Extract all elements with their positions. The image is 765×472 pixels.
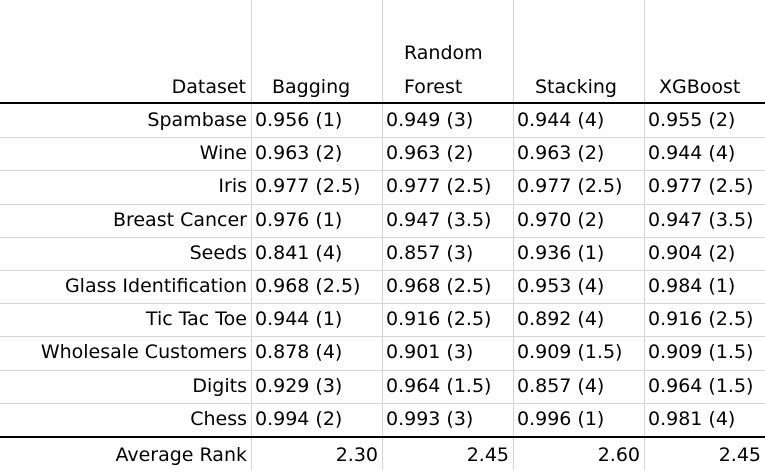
header-bagging: Bagging (272, 76, 351, 98)
column-divider (644, 0, 645, 470)
row-divider (0, 370, 765, 371)
cell-stacking: 0.892 (4) (517, 308, 605, 331)
cell-random-forest: 0.963 (2) (386, 142, 474, 165)
cell-stacking: 0.963 (2) (517, 142, 605, 165)
cell-bagging: 0.929 (3) (255, 374, 343, 397)
cell-bagging: 0.963 (2) (255, 142, 343, 165)
cell-dataset: Breast Cancer (112, 208, 247, 231)
cell-dataset: Wholesale Customers (40, 341, 247, 364)
cell-dataset: Chess (190, 407, 247, 430)
cell-xgboost: 0.977 (2.5) (648, 175, 754, 198)
cell-stacking: 0.970 (2) (517, 208, 605, 231)
cell-random-forest: 0.993 (3) (386, 407, 474, 430)
footer-stacking: 2.60 (597, 444, 640, 466)
cell-dataset: Digits (192, 374, 247, 397)
cell-random-forest: 0.947 (3.5) (386, 208, 492, 231)
column-divider (513, 0, 514, 470)
cell-bagging: 0.956 (1) (255, 109, 343, 131)
cell-bagging: 0.968 (2.5) (255, 275, 361, 297)
cell-xgboost: 0.944 (4) (648, 142, 736, 165)
cell-stacking: 0.977 (2.5) (517, 175, 623, 198)
cell-xgboost: 0.916 (2.5) (648, 308, 754, 331)
row-divider (0, 303, 765, 304)
cell-random-forest: 0.977 (2.5) (386, 175, 492, 198)
header-stacking: Stacking (535, 76, 617, 98)
cell-random-forest: 0.968 (2.5) (386, 275, 492, 297)
cell-bagging: 0.878 (4) (255, 341, 343, 364)
row-divider (0, 137, 765, 138)
cell-random-forest: 0.964 (1.5) (386, 374, 492, 397)
row-divider (0, 204, 765, 205)
cell-xgboost: 0.947 (3.5) (648, 208, 754, 231)
cell-random-forest: 0.857 (3) (386, 241, 474, 264)
cell-stacking: 0.996 (1) (517, 407, 605, 430)
cell-bagging: 0.976 (1) (255, 208, 343, 231)
cell-dataset: Wine (199, 142, 247, 165)
cell-bagging: 0.841 (4) (255, 241, 343, 264)
footer-label: Average Rank (115, 444, 247, 466)
cell-bagging: 0.944 (1) (255, 308, 343, 331)
footer-xgboost: 2.45 (718, 444, 761, 466)
header-rule (0, 102, 765, 104)
row-divider (0, 237, 765, 238)
row-divider (0, 270, 765, 271)
cell-stacking: 0.857 (4) (517, 374, 605, 397)
cell-random-forest: 0.949 (3) (386, 109, 474, 131)
header-dataset: Dataset (171, 76, 246, 98)
cell-random-forest: 0.901 (3) (386, 341, 474, 364)
cell-dataset: Glass Identification (64, 275, 247, 297)
cell-bagging: 0.977 (2.5) (255, 175, 361, 198)
cell-dataset: Seeds (189, 241, 247, 264)
header-random-forest-line2: Forest (404, 76, 463, 98)
cell-stacking: 0.936 (1) (517, 241, 605, 264)
header-random-forest-line1: Random (404, 42, 483, 64)
column-divider (251, 0, 252, 470)
footer-rule (0, 436, 765, 438)
cell-xgboost: 0.981 (4) (648, 407, 736, 430)
row-divider (0, 336, 765, 337)
cell-stacking: 0.953 (4) (517, 275, 605, 297)
cell-xgboost: 0.904 (2) (648, 241, 736, 264)
cell-xgboost: 0.955 (2) (648, 109, 736, 131)
header-xgboost: XGBoost (659, 76, 741, 98)
row-divider (0, 403, 765, 404)
cell-xgboost: 0.909 (1.5) (648, 341, 754, 364)
cell-dataset: Tic Tac Toe (145, 308, 247, 331)
row-divider (0, 170, 765, 171)
cell-random-forest: 0.916 (2.5) (386, 308, 492, 331)
cell-xgboost: 0.964 (1.5) (648, 374, 754, 397)
cell-dataset: Spambase (147, 109, 247, 131)
cell-xgboost: 0.984 (1) (648, 275, 736, 297)
cell-bagging: 0.994 (2) (255, 407, 343, 430)
cell-stacking: 0.944 (4) (517, 109, 605, 131)
cell-stacking: 0.909 (1.5) (517, 341, 623, 364)
footer-bagging: 2.30 (335, 444, 378, 466)
footer-random-forest: 2.45 (466, 444, 509, 466)
column-divider (382, 0, 383, 470)
cell-dataset: Iris (218, 175, 247, 198)
